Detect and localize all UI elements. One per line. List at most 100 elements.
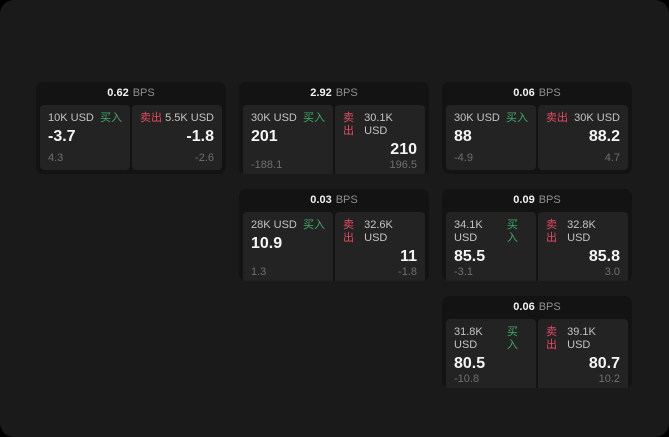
buy-price: 10.9 bbox=[251, 235, 283, 252]
quote-panels: 30K USD 买入 201 -188.1 卖出 30.1K USD 210 1… bbox=[243, 105, 425, 174]
sell-panel-top: 卖出 32.6K USD bbox=[343, 219, 417, 245]
quote-card: 0.62 BPS 10K USD 买入 -3.7 4.3 卖出 5.5K USD… bbox=[36, 82, 226, 174]
sell-price: 85.8 bbox=[588, 248, 620, 265]
card-header: 0.03 BPS bbox=[239, 189, 429, 211]
card-header: 0.09 BPS bbox=[442, 189, 632, 211]
buy-tag: 买入 bbox=[303, 112, 325, 124]
sell-delta: -2.6 bbox=[195, 152, 214, 164]
sell-panel-top: 卖出 30.1K USD bbox=[343, 112, 417, 138]
quote-card: 0.06 BPS 30K USD 买入 88 -4.9 卖出 30K USD 8… bbox=[442, 82, 632, 174]
buy-tag: 买入 bbox=[100, 112, 122, 124]
bps-value: 0.62 bbox=[107, 87, 129, 99]
buy-tag: 买入 bbox=[506, 112, 528, 124]
sell-size: 32.6K USD bbox=[364, 219, 393, 244]
buy-delta: 4.3 bbox=[48, 152, 64, 164]
card-header: 0.06 BPS bbox=[442, 82, 632, 104]
buy-size: 34.1K USD bbox=[454, 219, 483, 244]
quote-panels: 31.8K USD 买入 80.5 -10.8 卖出 39.1K USD 80.… bbox=[446, 319, 628, 388]
buy-tag: 买入 bbox=[506, 326, 518, 351]
buy-panel-top: 30K USD 买入 bbox=[251, 112, 325, 125]
sell-quote-panel[interactable]: 卖出 32.8K USD 85.8 3.0 bbox=[538, 212, 628, 281]
bps-value: 0.09 bbox=[513, 194, 535, 206]
sell-quote-panel[interactable]: 卖出 32.6K USD 11 -1.8 bbox=[335, 212, 425, 281]
bps-unit-label: BPS bbox=[538, 87, 561, 99]
bps-unit-label: BPS bbox=[335, 87, 358, 99]
sell-tag: 卖出 bbox=[546, 112, 568, 124]
sell-delta: 196.5 bbox=[389, 159, 417, 171]
buy-delta: -188.1 bbox=[251, 159, 283, 171]
buy-size: 30K USD bbox=[251, 112, 297, 124]
quote-card: 2.92 BPS 30K USD 买入 201 -188.1 卖出 30.1K … bbox=[239, 82, 429, 174]
sell-tag: 卖出 bbox=[343, 112, 354, 137]
buy-tag: 买入 bbox=[506, 219, 518, 244]
bps-unit-label: BPS bbox=[538, 194, 561, 206]
sell-panel-top: 卖出 32.8K USD bbox=[546, 219, 620, 245]
quote-panels: 30K USD 买入 88 -4.9 卖出 30K USD 88.2 4.7 bbox=[446, 105, 628, 170]
sell-panel-top: 卖出 5.5K USD bbox=[140, 112, 214, 125]
sell-size: 30K USD bbox=[574, 112, 620, 124]
sell-size: 32.8K USD bbox=[567, 219, 596, 244]
buy-panel-top: 31.8K USD 买入 bbox=[454, 326, 528, 352]
sell-size: 30.1K USD bbox=[364, 112, 393, 137]
bps-unit-label: BPS bbox=[132, 87, 155, 99]
buy-quote-panel[interactable]: 30K USD 买入 201 -188.1 bbox=[243, 105, 333, 174]
buy-quote-panel[interactable]: 10K USD 买入 -3.7 4.3 bbox=[40, 105, 130, 170]
card-header: 0.06 BPS bbox=[442, 296, 632, 318]
bps-value: 0.06 bbox=[513, 301, 535, 313]
buy-price: 201 bbox=[251, 128, 278, 145]
card-header: 2.92 BPS bbox=[239, 82, 429, 104]
sell-price: -1.8 bbox=[186, 128, 214, 145]
buy-price: 85.5 bbox=[454, 248, 486, 265]
sell-delta: 4.7 bbox=[604, 152, 620, 164]
buy-delta: -3.1 bbox=[454, 266, 473, 278]
buy-panel-top: 34.1K USD 买入 bbox=[454, 219, 528, 245]
buy-quote-panel[interactable]: 28K USD 买入 10.9 1.3 bbox=[243, 212, 333, 281]
sell-price: 210 bbox=[390, 141, 417, 158]
bps-value: 0.06 bbox=[513, 87, 535, 99]
buy-price: -3.7 bbox=[48, 128, 76, 145]
buy-panel-top: 10K USD 买入 bbox=[48, 112, 122, 125]
quote-panels: 28K USD 买入 10.9 1.3 卖出 32.6K USD 11 -1.8 bbox=[243, 212, 425, 281]
sell-price: 88.2 bbox=[588, 128, 620, 145]
bps-value: 2.92 bbox=[310, 87, 332, 99]
buy-quote-panel[interactable]: 34.1K USD 买入 85.5 -3.1 bbox=[446, 212, 536, 281]
card-header: 0.62 BPS bbox=[36, 82, 226, 104]
sell-tag: 卖出 bbox=[546, 219, 557, 244]
sell-panel-top: 卖出 39.1K USD bbox=[546, 326, 620, 352]
buy-size: 31.8K USD bbox=[454, 326, 483, 351]
sell-quote-panel[interactable]: 卖出 39.1K USD 80.7 10.2 bbox=[538, 319, 628, 388]
sell-price: 11 bbox=[400, 248, 417, 265]
sell-size: 5.5K USD bbox=[165, 112, 214, 124]
buy-quote-panel[interactable]: 30K USD 买入 88 -4.9 bbox=[446, 105, 536, 170]
sell-quote-panel[interactable]: 卖出 5.5K USD -1.8 -2.6 bbox=[132, 105, 222, 170]
quote-panels: 10K USD 买入 -3.7 4.3 卖出 5.5K USD -1.8 -2.… bbox=[40, 105, 222, 170]
buy-quote-panel[interactable]: 31.8K USD 买入 80.5 -10.8 bbox=[446, 319, 536, 388]
buy-tag: 买入 bbox=[303, 219, 325, 231]
sell-quote-panel[interactable]: 卖出 30.1K USD 210 196.5 bbox=[335, 105, 425, 174]
buy-panel-top: 30K USD 买入 bbox=[454, 112, 528, 125]
bps-value: 0.03 bbox=[310, 194, 332, 206]
buy-size: 30K USD bbox=[454, 112, 500, 124]
buy-panel-top: 28K USD 买入 bbox=[251, 219, 325, 232]
sell-delta: 3.0 bbox=[604, 266, 620, 278]
buy-price: 88 bbox=[454, 128, 472, 145]
sell-panel-top: 卖出 30K USD bbox=[546, 112, 620, 125]
buy-size: 10K USD bbox=[48, 112, 94, 124]
sell-quote-panel[interactable]: 卖出 30K USD 88.2 4.7 bbox=[538, 105, 628, 170]
sell-tag: 卖出 bbox=[343, 219, 354, 244]
bps-unit-label: BPS bbox=[335, 194, 358, 206]
sell-price: 80.7 bbox=[588, 355, 620, 372]
sell-size: 39.1K USD bbox=[567, 326, 596, 351]
buy-size: 28K USD bbox=[251, 219, 297, 231]
sell-tag: 卖出 bbox=[546, 326, 557, 351]
quote-panels: 34.1K USD 买入 85.5 -3.1 卖出 32.8K USD 85.8… bbox=[446, 212, 628, 281]
bps-unit-label: BPS bbox=[538, 301, 561, 313]
buy-delta: -4.9 bbox=[454, 152, 473, 164]
sell-tag: 卖出 bbox=[140, 112, 162, 124]
quote-card: 0.06 BPS 31.8K USD 买入 80.5 -10.8 卖出 39.1… bbox=[442, 296, 632, 388]
quote-card: 0.09 BPS 34.1K USD 买入 85.5 -3.1 卖出 32.8K… bbox=[442, 189, 632, 281]
buy-delta: -10.8 bbox=[454, 373, 480, 385]
sell-delta: 10.2 bbox=[598, 373, 620, 385]
buy-price: 80.5 bbox=[454, 355, 486, 372]
